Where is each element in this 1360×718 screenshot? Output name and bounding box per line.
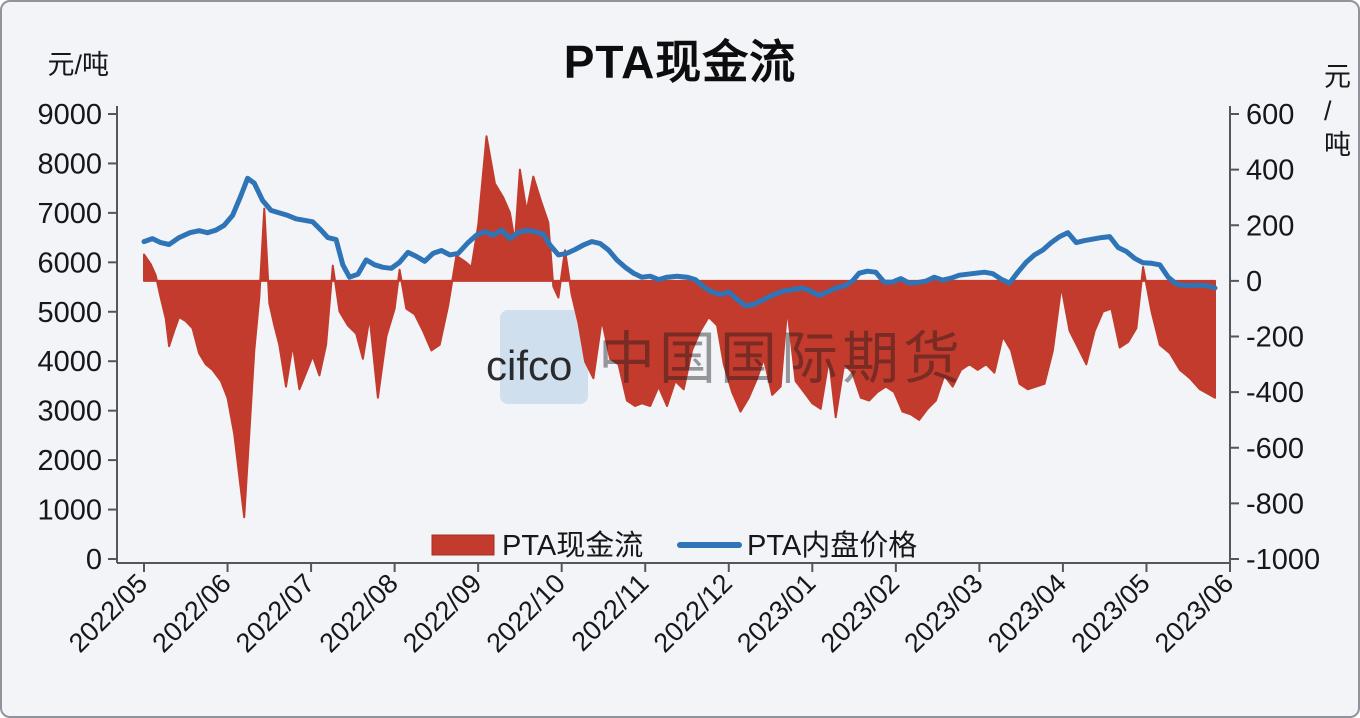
right-axis-tick-label: 600 — [1246, 99, 1294, 131]
x-axis-tick-label: 2022/06 — [147, 568, 237, 658]
x-axis-tick-label: 2022/05 — [63, 568, 153, 658]
x-axis-tick-label: 2023/01 — [731, 568, 821, 658]
legend: PTA现金流 PTA内盘价格 — [431, 529, 917, 562]
cashflow-area — [143, 135, 1216, 519]
x-axis-tick-label: 2023/05 — [1065, 568, 1155, 658]
left-axis-tick-label: 0 — [86, 544, 102, 576]
right-axis-tick-label: -400 — [1246, 377, 1304, 409]
legend-price-label: PTA内盘价格 — [747, 529, 917, 562]
x-axis-tick-label: 2023/02 — [815, 568, 905, 658]
x-axis-tick-label: 2022/07 — [230, 568, 320, 658]
left-axis-tick-label: 7000 — [37, 198, 102, 230]
x-axis-tick-label: 2022/09 — [397, 568, 487, 658]
right-axis-tick-label: -600 — [1246, 433, 1304, 465]
right-axis-tick-label: 0 — [1246, 266, 1262, 298]
x-axis-tick-label: 2023/04 — [982, 568, 1072, 658]
right-axis-tick-label: 200 — [1246, 210, 1294, 242]
left-axis-tick-label: 2000 — [37, 445, 102, 477]
left-axis-tick-label: 6000 — [37, 247, 102, 279]
right-axis-unit: 元/吨 — [1324, 62, 1351, 160]
chart-title: PTA现金流 — [563, 36, 797, 88]
right-axis-tick-label: -200 — [1246, 322, 1304, 354]
right-axis-tick-label: 400 — [1246, 155, 1294, 187]
right-axis-tick-label: -1000 — [1246, 544, 1320, 576]
legend-cashflow-swatch — [431, 534, 495, 556]
watermark-box — [500, 310, 588, 404]
left-axis-unit: 元/吨 — [47, 50, 109, 80]
left-axis-tick-label: 5000 — [37, 297, 102, 329]
x-axis-tick-label: 2023/06 — [1149, 568, 1239, 658]
x-axis-tick-label: 2022/10 — [481, 568, 571, 658]
watermark-text: 中国国际期货 — [598, 327, 964, 391]
left-axis-tick-label: 3000 — [37, 396, 102, 428]
left-axis-tick-label: 1000 — [37, 495, 102, 527]
x-axis-tick-label: 2022/12 — [648, 568, 738, 658]
left-axis-tick-label: 8000 — [37, 148, 102, 180]
x-axis-tick-label: 2022/11 — [566, 568, 655, 657]
x-axis-tick-label: 2023/03 — [898, 568, 988, 658]
legend-cashflow-label: PTA现金流 — [502, 529, 643, 562]
left-axis-tick-label: 9000 — [37, 99, 102, 131]
watermark-box-label: cifco — [486, 342, 572, 389]
price-line — [141, 175, 1218, 309]
left-axis-tick-label: 4000 — [37, 346, 102, 378]
x-axis-tick-label: 2022/08 — [314, 568, 404, 658]
right-axis-tick-label: -800 — [1246, 488, 1304, 520]
